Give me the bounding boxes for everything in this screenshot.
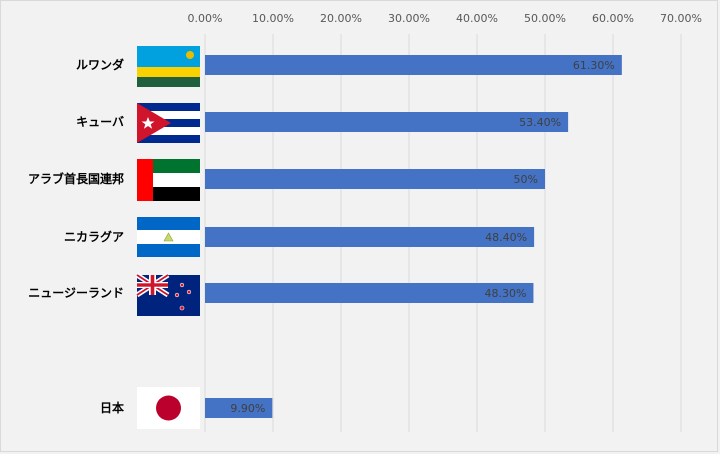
data-labels: 61.30% 53.40% 50% 48.40% 48.30% 9.90% (230, 59, 614, 415)
x-tick-label: 30.00% (388, 12, 430, 25)
category-label: ニュージーランド (28, 286, 124, 300)
x-tick-label: 20.00% (320, 12, 362, 25)
data-label: 48.30% (484, 287, 526, 300)
data-label: 9.90% (230, 402, 265, 415)
x-tick-label: 0.00% (188, 12, 223, 25)
flags (135, 46, 200, 429)
new-zealand-flag-icon (135, 272, 200, 316)
rwanda-flag-icon (137, 46, 200, 87)
data-label: 53.40% (519, 116, 561, 129)
bar (205, 283, 534, 303)
uae-flag-icon (137, 159, 200, 201)
category-label: ニカラグア (64, 229, 124, 244)
x-tick-label: 10.00% (252, 12, 294, 25)
bar (205, 112, 569, 132)
x-axis-tick-labels: 0.00% 10.00% 20.00% 30.00% 40.00% 50.00% 60.00… (188, 12, 702, 25)
category-label: キューバ (76, 115, 124, 129)
bars (205, 55, 622, 418)
bar (205, 227, 535, 247)
x-tick-label: 70.00% (660, 12, 702, 25)
nicaragua-flag-icon (137, 217, 200, 257)
data-label: 61.30% (573, 59, 615, 72)
category-label: 日本 (100, 400, 124, 415)
bar (205, 55, 622, 75)
cuba-flag-icon (137, 103, 200, 143)
bar (205, 398, 273, 418)
x-tick-label: 40.00% (456, 12, 498, 25)
data-label: 48.40% (485, 231, 527, 244)
x-tick-label: 60.00% (592, 12, 634, 25)
data-label: 50% (514, 173, 538, 186)
bar (205, 169, 545, 189)
japan-flag-icon (137, 387, 200, 429)
x-tick-label: 50.00% (524, 12, 566, 25)
category-label: アラブ首長国連邦 (28, 171, 124, 186)
category-label: ルワンダ (76, 57, 124, 72)
